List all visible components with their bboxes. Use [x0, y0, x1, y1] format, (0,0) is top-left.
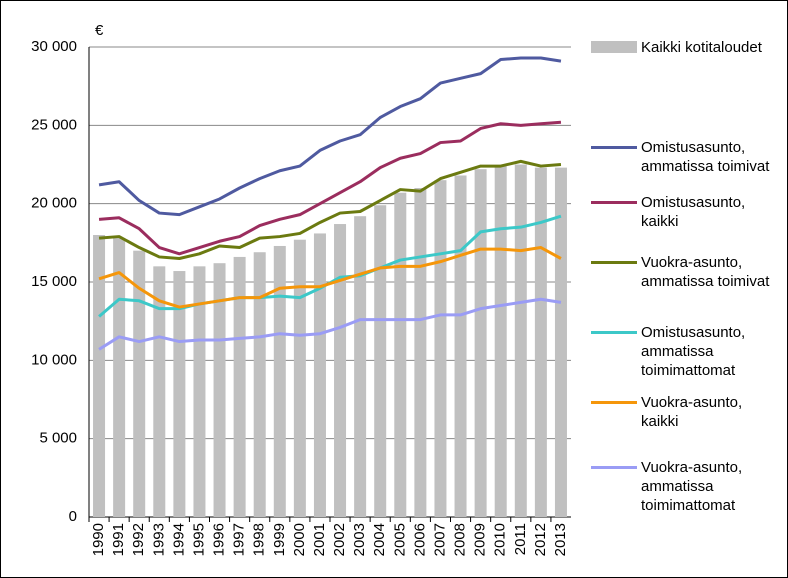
legend-label: Vuokra-asunto, ammatissa toimimattomat	[641, 459, 743, 514]
line	[98, 246, 562, 309]
x-tick-label: 2005	[391, 523, 408, 556]
bar	[374, 205, 387, 517]
x-tick-label: 1999	[271, 523, 288, 556]
y-axis-label: €	[95, 22, 104, 39]
x-tick-label: 2009	[472, 523, 489, 556]
x-tick-label: 1993	[150, 523, 167, 556]
x-tick-label: 2008	[452, 523, 469, 556]
legend-swatch	[591, 401, 637, 404]
x-tick-label: 2007	[431, 523, 448, 556]
line	[98, 159, 562, 260]
legend-swatch	[591, 201, 637, 204]
bar	[93, 235, 106, 517]
legend-swatch	[591, 261, 637, 264]
bar	[293, 239, 306, 517]
y-tick-label: 25 000	[31, 116, 77, 133]
bar	[554, 167, 567, 517]
bar	[414, 188, 427, 517]
line	[98, 120, 562, 256]
x-tick-label: 1994	[170, 523, 187, 556]
bar	[213, 263, 226, 517]
x-tick-label: 1990	[90, 523, 107, 556]
bar	[534, 167, 547, 517]
bar	[253, 252, 266, 517]
line	[98, 214, 562, 318]
bar	[454, 175, 467, 517]
x-tick-label: 1991	[110, 523, 127, 556]
legend-label: Omistusasunto, ammatissa toimivat	[641, 139, 770, 175]
x-tick-label: 2002	[331, 523, 348, 556]
x-tick-label: 1997	[231, 523, 248, 556]
x-tick-label: 2006	[411, 523, 428, 556]
line	[98, 297, 562, 351]
bar	[193, 266, 206, 517]
x-tick-label: 1998	[251, 523, 268, 556]
y-tick-label: 10 000	[31, 351, 77, 368]
legend-label: Omistusasunto, ammatissa toimimattomat	[641, 324, 746, 379]
legend-swatch	[591, 466, 637, 469]
legend-label: Omistusasunto, kaikki	[641, 194, 746, 230]
legend-label: Vuokra-asunto, ammatissa toimivat	[641, 254, 770, 290]
bar	[474, 169, 487, 517]
y-tick-label: 20 000	[31, 195, 77, 212]
y-tick-label: 15 000	[31, 273, 77, 290]
x-tick-label: 2013	[552, 523, 569, 556]
bar	[153, 266, 166, 517]
bar	[173, 271, 186, 517]
bar	[273, 245, 286, 517]
y-tick-label: 30 000	[31, 38, 77, 55]
bar	[394, 192, 407, 517]
x-tick-label: 2012	[532, 523, 549, 556]
x-tick-label: 2011	[512, 523, 529, 555]
x-tick-label: 1995	[190, 523, 207, 556]
bar	[113, 238, 126, 517]
x-tick-label: 2003	[351, 523, 368, 556]
x-tick-label: 2010	[492, 523, 509, 556]
bar	[334, 224, 347, 518]
legend-label: Kaikki kotitaloudet	[641, 39, 762, 56]
bar	[494, 166, 507, 518]
bar	[133, 250, 146, 517]
bar	[233, 256, 246, 517]
bar	[354, 216, 367, 517]
x-tick-label: 2000	[291, 523, 308, 556]
x-tick-label: 2001	[311, 523, 328, 556]
legend-swatch	[591, 146, 637, 149]
x-tick-label: 1996	[211, 523, 228, 556]
bar	[434, 180, 447, 517]
legend-label: Vuokra-asunto, kaikki	[641, 394, 743, 430]
x-tick-label: 1992	[130, 523, 147, 556]
x-tick-label: 2004	[371, 523, 388, 556]
legend-swatch	[591, 41, 637, 53]
y-tick-label: 5 000	[39, 430, 77, 447]
bar	[313, 233, 326, 517]
legend-swatch	[591, 331, 637, 334]
bar	[514, 164, 527, 517]
line	[98, 56, 562, 217]
y-tick-label: 0	[69, 508, 77, 525]
